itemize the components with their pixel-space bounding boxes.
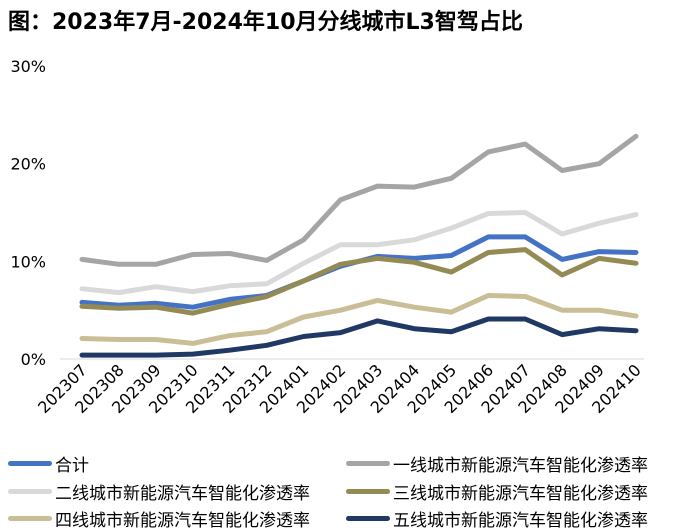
legend-item: 二线城市新能源汽车智能化渗透率 — [8, 479, 310, 504]
legend-swatch — [346, 516, 390, 521]
legend-item: 合计 — [8, 451, 89, 476]
legend-item: 三线城市新能源汽车智能化渗透率 — [346, 479, 648, 504]
series-line-4 — [79, 293, 639, 346]
legend-label: 四线城市新能源汽车智能化渗透率 — [55, 511, 310, 531]
series-line-5 — [79, 316, 639, 358]
series-line-1 — [79, 133, 639, 267]
y-tick-label: 0% — [21, 350, 46, 369]
line-chart: 0% 10% 20% 30% 2023072023082023092023102023… — [10, 57, 645, 417]
legend-swatch — [346, 489, 390, 494]
y-axis: 0% 10% 20% 30% — [10, 57, 46, 369]
legend-label: 三线城市新能源汽车智能化渗透率 — [393, 484, 648, 504]
legend: 合计 一线城市新能源汽车智能化渗透率二线城市新能源汽车智能化渗透率 三线城市新能源汽… — [0, 448, 678, 532]
y-tick-label: 10% — [10, 252, 46, 271]
legend-item: 五线城市新能源汽车智能化渗透率 — [346, 506, 648, 531]
legend-swatch — [8, 516, 52, 521]
y-tick-label: 30% — [10, 57, 46, 76]
series-line-3 — [79, 247, 639, 316]
legend-label: 二线城市新能源汽车智能化渗透率 — [55, 484, 310, 504]
series-line-2 — [79, 210, 639, 296]
legend-swatch — [8, 489, 52, 494]
series-group — [79, 133, 639, 358]
legend-label: 合计 — [55, 456, 89, 476]
legend-label: 五线城市新能源汽车智能化渗透率 — [393, 511, 648, 531]
x-axis-tick-labels: 2023072023082023092023102023112023122024… — [34, 360, 645, 417]
legend-item: 一线城市新能源汽车智能化渗透率 — [346, 451, 648, 476]
chart-title: 图：2023年7月-2024年10月分线城市L3智驾占比 — [8, 10, 523, 35]
legend-swatch — [8, 461, 52, 466]
legend-swatch — [346, 461, 390, 466]
legend-item: 四线城市新能源汽车智能化渗透率 — [8, 506, 310, 531]
series-line-0 — [79, 234, 639, 310]
legend-label: 一线城市新能源汽车智能化渗透率 — [393, 456, 648, 476]
y-tick-label: 20% — [10, 155, 46, 174]
